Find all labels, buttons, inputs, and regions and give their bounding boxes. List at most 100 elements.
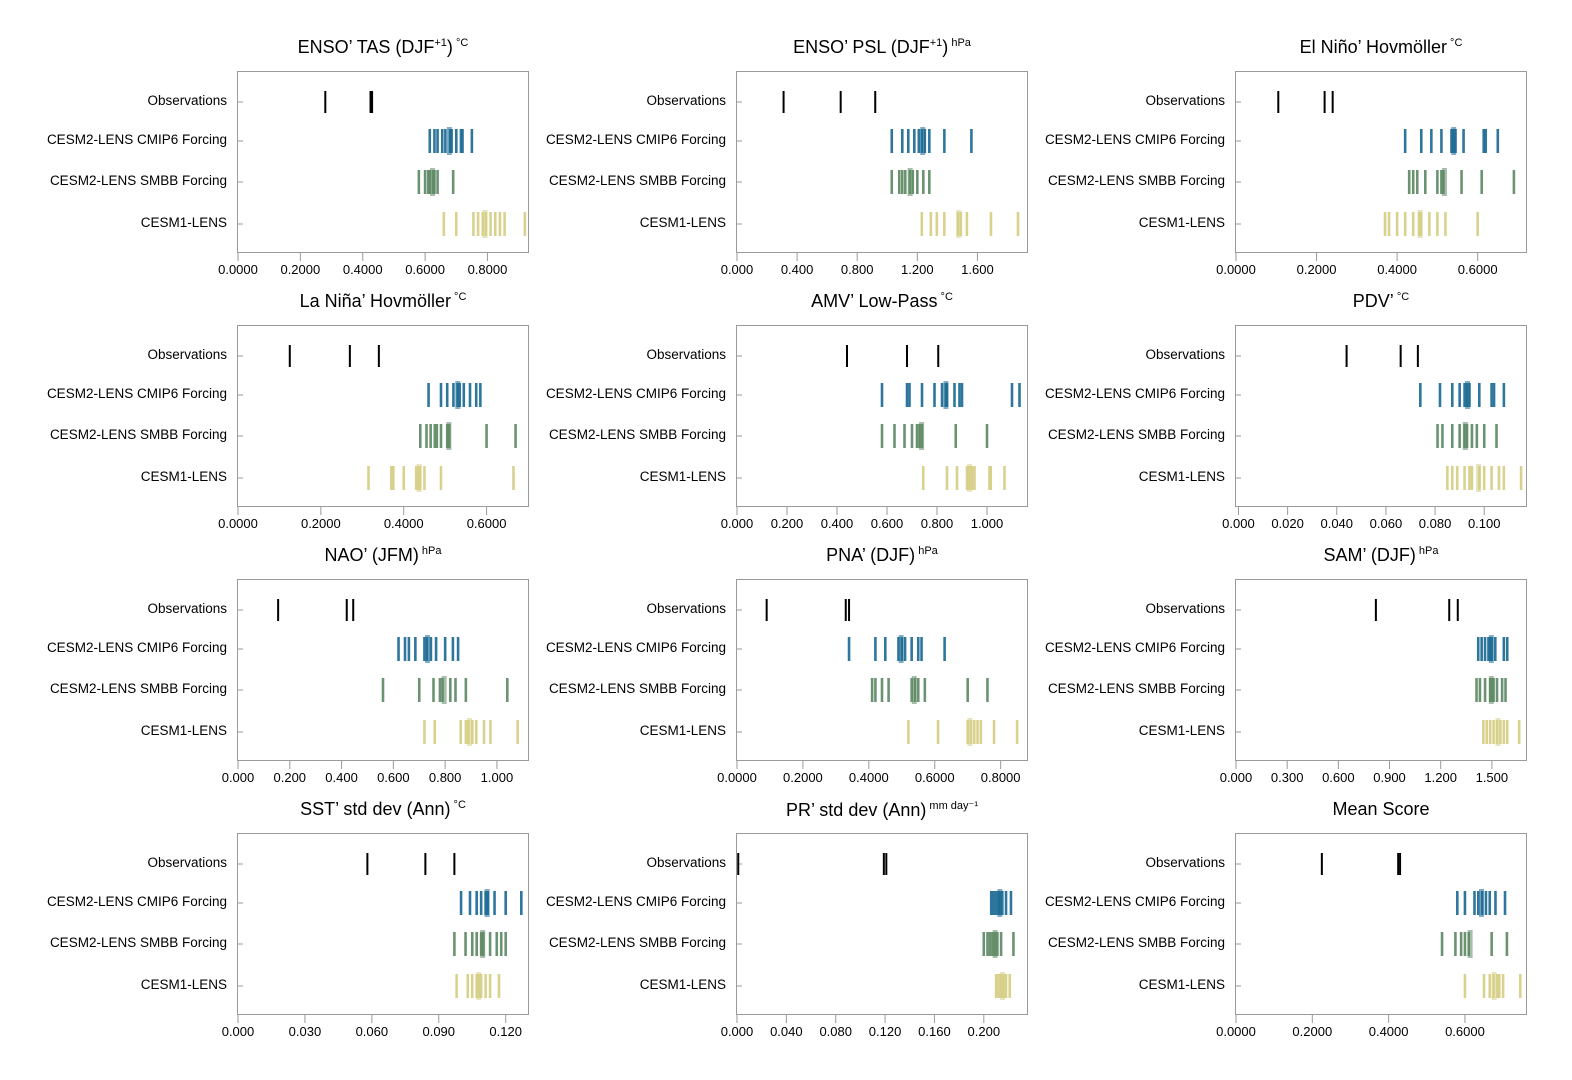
row-label-cesm2-lens-smbb-forcing: CESM2-LENS SMBB Forcing [49, 681, 227, 696]
title-text: El Niño’ Hovmöller [1299, 37, 1447, 57]
chart-title: PNA’ (DJF) hPa [826, 545, 938, 566]
x-tick-label: 0.4000 [1368, 1024, 1409, 1039]
x-tick-label: 0.4000 [1377, 262, 1417, 277]
row-label-cesm1-lens: CESM1-LENS [639, 723, 726, 738]
x-tick-label: 0.900 [1373, 770, 1406, 785]
title-text: PDV’ [1352, 291, 1394, 311]
x-tick-label: 0.000 [1222, 516, 1255, 531]
x-tick-label: 1.000 [480, 770, 514, 785]
title-unit: °C [1446, 37, 1463, 49]
row-label-cesm2-lens-cmip6-forcing: CESM2-LENS CMIP6 Forcing [1044, 640, 1225, 655]
x-tick-label: 0.000 [720, 516, 754, 531]
x-tick-label: 0.030 [288, 1024, 322, 1039]
title-text: AMV’ Low-Pass [811, 291, 938, 311]
x-tick-label: 0.000 [720, 1024, 754, 1039]
x-tick-label: 0.2000 [783, 770, 823, 785]
x-tick-label: 0.200 [967, 1024, 1001, 1039]
x-tick-label: 0.200 [273, 770, 307, 785]
row-label-cesm2-lens-smbb-forcing: CESM2-LENS SMBB Forcing [548, 427, 726, 442]
row-label-cesm2-lens-smbb-forcing: CESM2-LENS SMBB Forcing [49, 427, 227, 442]
row-label-observations: Observations [1145, 347, 1225, 362]
x-tick-label: 0.0000 [717, 770, 757, 785]
x-tick-label: 1.200 [1424, 770, 1457, 785]
title-unit: mm day⁻¹ [926, 800, 979, 812]
plot-frame [736, 833, 1028, 1015]
x-tick-label: 0.0000 [1216, 262, 1256, 277]
row-label-observations: Observations [147, 855, 227, 870]
x-tick-label: 0.400 [820, 516, 854, 531]
chart-title: NAO’ (JFM) hPa [325, 545, 442, 566]
x-tick-label: 0.600 [1322, 770, 1355, 785]
chart-title: Mean Score [1332, 799, 1429, 820]
x-tick-label: 1.200 [901, 262, 934, 277]
row-label-cesm1-lens: CESM1-LENS [1138, 469, 1225, 484]
title-text: PNA’ (DJF) [826, 545, 916, 565]
title-text: SST’ std dev (Ann) [300, 799, 451, 819]
row-label-cesm1-lens: CESM1-LENS [639, 215, 726, 230]
title-unit: hPa [1415, 545, 1439, 557]
x-tick-label: 0.800 [920, 516, 954, 531]
chart-title: ENSO’ PSL (DJF+1) hPa [793, 37, 971, 58]
row-label-observations: Observations [147, 93, 227, 108]
row-label-cesm2-lens-smbb-forcing: CESM2-LENS SMBB Forcing [1047, 681, 1225, 696]
title-tail: ) [446, 37, 453, 57]
x-tick-label: 0.600 [377, 770, 410, 785]
row-label-observations: Observations [147, 601, 227, 616]
x-tick-label: 0.120 [489, 1024, 522, 1039]
title-unit: °C [450, 799, 466, 811]
row-label-cesm1-lens: CESM1-LENS [639, 469, 726, 484]
plot-frame [1235, 325, 1527, 507]
x-tick-label: 0.4000 [342, 262, 383, 277]
row-label-cesm2-lens-smbb-forcing: CESM2-LENS SMBB Forcing [1047, 427, 1225, 442]
x-tick-label: 0.400 [780, 262, 814, 277]
chart-title: La Niña’ Hovmöller °C [300, 291, 467, 312]
x-tick-label: 0.000 [1219, 770, 1253, 785]
x-tick-label: 0.8000 [980, 770, 1021, 785]
marks-svg [237, 599, 519, 769]
title-tail: ) [942, 37, 949, 57]
title-superscript: +1 [434, 37, 447, 49]
marks-svg [1235, 345, 1523, 515]
plot-frame [736, 71, 1028, 253]
title-unit: °C [451, 291, 467, 303]
plot-frame [237, 579, 529, 761]
x-tick-label: 0.090 [422, 1024, 456, 1039]
row-label-cesm1-lens: CESM1-LENS [140, 723, 227, 738]
title-text: PR’ std dev (Ann) [785, 800, 927, 820]
row-label-observations: Observations [646, 93, 726, 108]
marks-svg [237, 853, 523, 1023]
row-label-cesm1-lens: CESM1-LENS [1138, 723, 1225, 738]
title-text: ENSO’ TAS (DJF [297, 37, 435, 57]
row-label-cesm1-lens: CESM1-LENS [1138, 977, 1225, 992]
x-tick-label: 0.2000 [300, 516, 341, 531]
x-tick-label: 1.600 [961, 262, 994, 277]
row-label-observations: Observations [646, 855, 726, 870]
chart-title: SST’ std dev (Ann) °C [300, 799, 466, 820]
x-tick-label: 0.300 [1270, 770, 1304, 785]
row-label-cesm2-lens-cmip6-forcing: CESM2-LENS CMIP6 Forcing [46, 894, 227, 909]
row-label-cesm1-lens: CESM1-LENS [140, 215, 227, 230]
title-unit: °C [937, 291, 953, 303]
x-tick-label: 0.6000 [914, 770, 955, 785]
title-unit: hPa [948, 37, 971, 49]
x-tick-label: 0.2000 [1296, 262, 1337, 277]
x-tick-label: 0.100 [1467, 516, 1501, 531]
chart-title: PDV’ °C [1353, 291, 1409, 312]
x-tick-label: 0.6000 [1445, 1024, 1485, 1039]
x-tick-label: 0.000 [720, 262, 754, 277]
marks-svg [237, 91, 527, 261]
x-tick-label: 0.6000 [1457, 262, 1498, 277]
x-tick-label: 0.060 [355, 1024, 389, 1039]
plot-frame [736, 579, 1028, 761]
title-text: SAM’ (DJF) [1323, 545, 1416, 565]
row-label-cesm2-lens-cmip6-forcing: CESM2-LENS CMIP6 Forcing [545, 386, 726, 401]
x-tick-label: 0.6000 [405, 262, 445, 277]
row-label-cesm2-lens-cmip6-forcing: CESM2-LENS CMIP6 Forcing [545, 640, 726, 655]
x-tick-label: 0.0000 [218, 516, 258, 531]
marks-svg [237, 345, 517, 515]
row-label-cesm2-lens-cmip6-forcing: CESM2-LENS CMIP6 Forcing [46, 640, 227, 655]
x-tick-label: 0.0000 [1216, 1024, 1256, 1039]
x-tick-label: 0.080 [819, 1024, 852, 1039]
plot-frame [1235, 579, 1527, 761]
marks-svg [736, 91, 1020, 261]
